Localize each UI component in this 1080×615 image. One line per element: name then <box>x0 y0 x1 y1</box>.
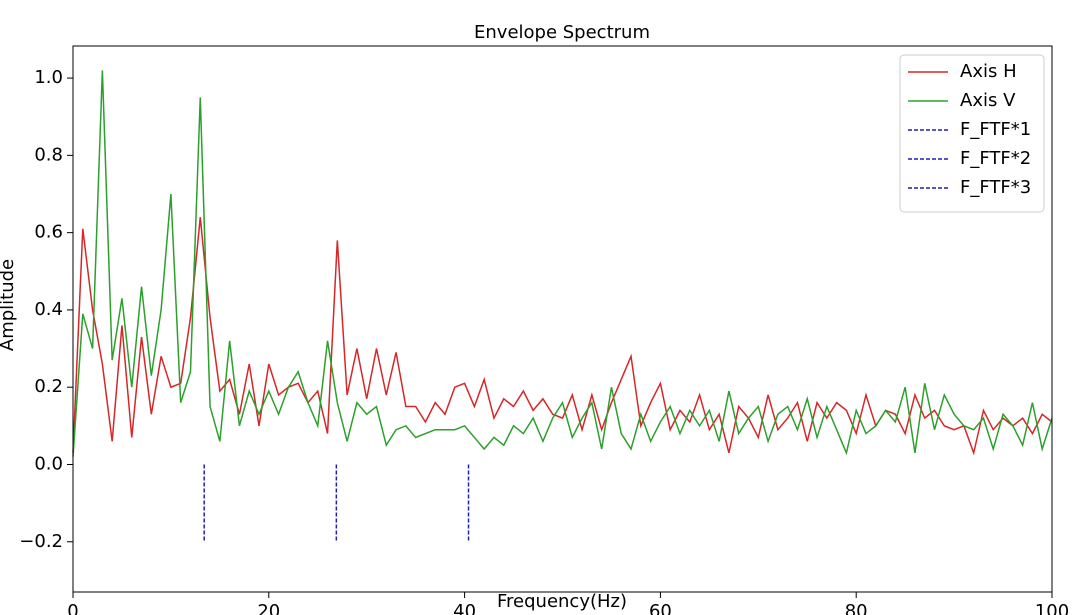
y-tick-label: 0.6 <box>34 222 63 243</box>
y-tick-label: 0.2 <box>34 376 63 397</box>
chart-title: Envelope Spectrum <box>474 22 650 43</box>
x-tick-label: 20 <box>257 601 280 615</box>
y-tick-label: 1.0 <box>34 67 63 88</box>
y-tick-label: 0.8 <box>34 144 63 165</box>
series-line <box>72 217 1053 456</box>
y-axis-label: Amplitude <box>0 259 18 351</box>
series-line <box>72 70 1053 457</box>
x-tick-label: 0 <box>67 601 78 615</box>
legend-label: F_FTF*1 <box>960 119 1031 140</box>
legend-label: F_FTF*3 <box>960 177 1031 198</box>
legend-label: Axis V <box>960 90 1016 111</box>
legend-box <box>899 54 1045 213</box>
x-tick-label: 40 <box>453 601 476 615</box>
plot-frame <box>72 45 1053 593</box>
y-tick-label: 0.0 <box>34 453 63 474</box>
x-tick-label: 80 <box>845 601 868 615</box>
y-tick-label: 0.4 <box>34 299 63 320</box>
legend-label: F_FTF*2 <box>960 148 1031 169</box>
legend-label: Axis H <box>960 61 1017 82</box>
x-tick-label: 100 <box>1035 601 1069 615</box>
y-tick-label: −0.2 <box>19 531 63 552</box>
x-tick-label: 60 <box>649 601 672 615</box>
x-axis-label: Frequency(Hz) <box>497 591 627 612</box>
